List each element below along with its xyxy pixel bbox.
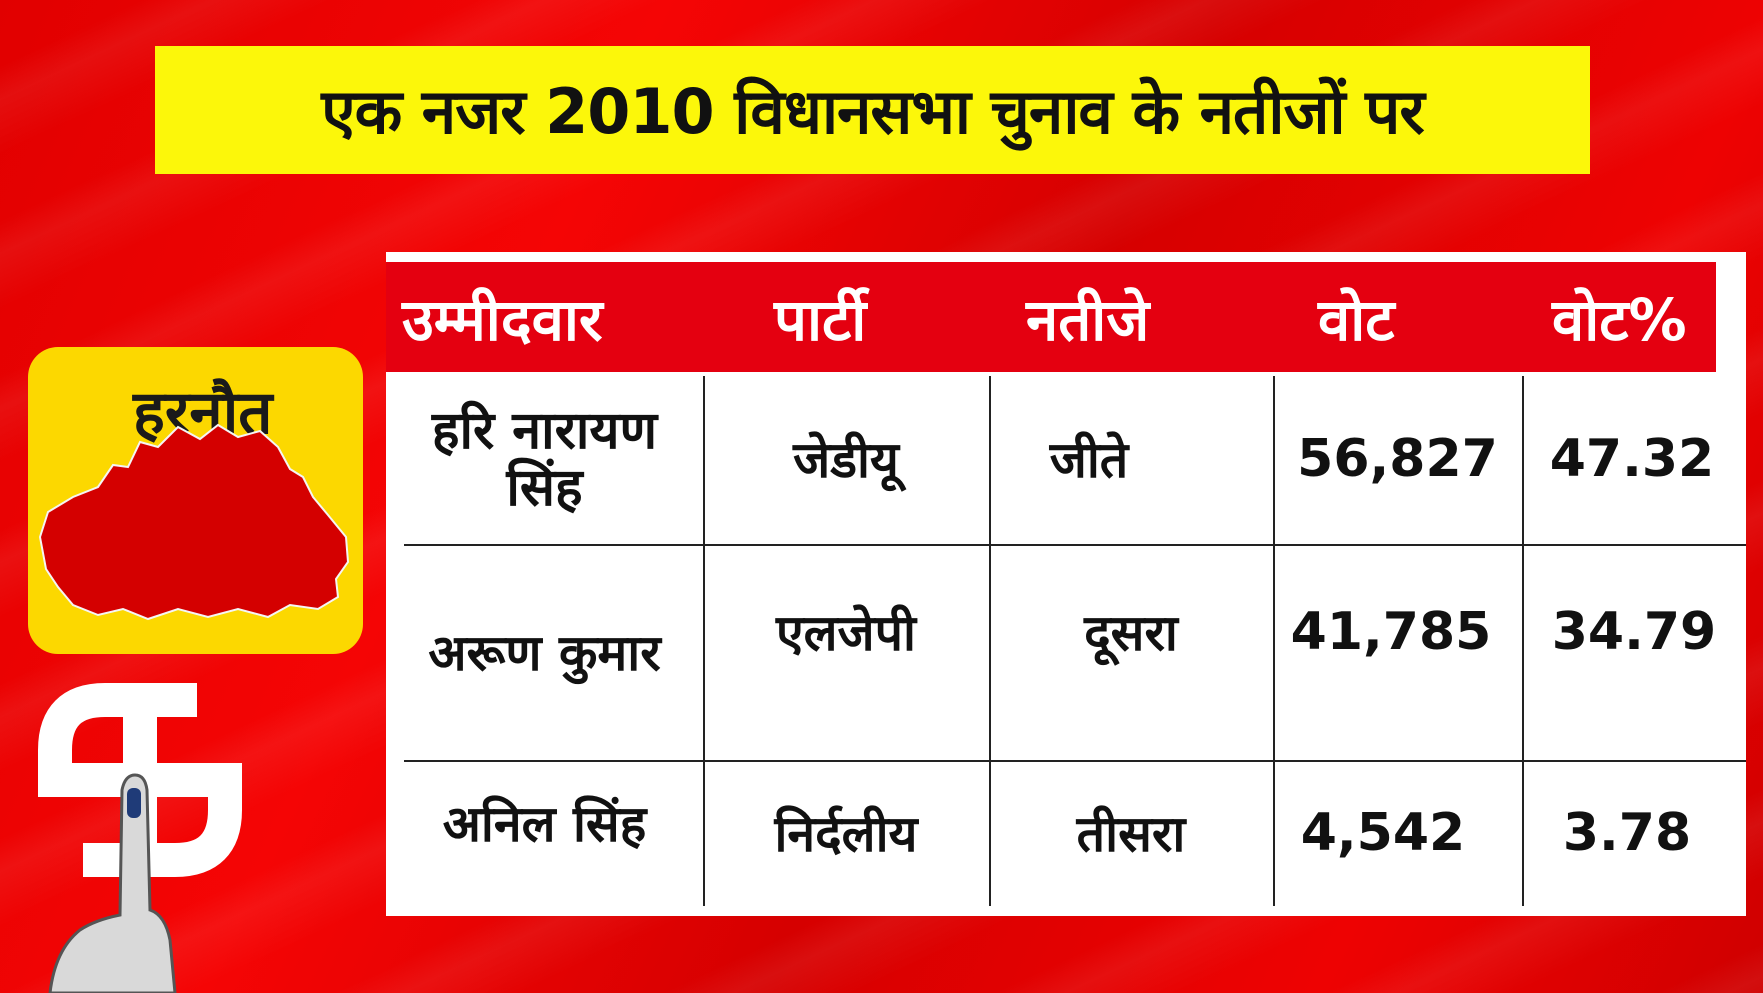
- header-candidate: उम्मीदवार: [402, 285, 603, 354]
- cell-vote-percent: 3.78: [1562, 803, 1692, 864]
- grid-divider: [404, 544, 1746, 546]
- cell-votes: 41,785: [1290, 602, 1492, 663]
- grid-divider: [1273, 376, 1275, 906]
- grid-divider: [703, 376, 705, 906]
- cell-party: निर्दलीय: [774, 804, 918, 863]
- grid-divider: [1522, 376, 1524, 906]
- map-shape: [38, 423, 350, 621]
- cell-result: दूसरा: [1084, 603, 1178, 662]
- cell-candidate: हरि नारायण सिंह: [431, 400, 658, 518]
- cell-vote-percent: 47.32: [1549, 429, 1715, 490]
- cell-candidate: अनिल सिंह: [442, 794, 647, 853]
- cell-result: जीते: [1049, 430, 1129, 489]
- constituency-map-icon: [38, 423, 350, 621]
- inked-finger-icon: [48, 773, 177, 993]
- grid-divider: [404, 760, 1746, 762]
- header-votes: वोट: [1318, 285, 1395, 354]
- cell-party: जेडीयू: [793, 430, 899, 489]
- header-vote-percent: वोट%: [1552, 285, 1687, 354]
- cell-candidate: अरूण कुमार: [428, 623, 661, 682]
- header-result: नतीजे: [1026, 285, 1150, 354]
- constituency-card: हरनौत: [28, 347, 363, 654]
- cell-votes: 4,542: [1300, 803, 1466, 864]
- header-party: पार्टी: [774, 285, 867, 354]
- results-table: उम्मीदवार पार्टी नतीजे वोट वोट% हरि नारा…: [386, 252, 1746, 916]
- grid-divider: [989, 376, 991, 906]
- cell-party: एलजेपी: [776, 603, 916, 662]
- page-title: एक नजर 2010 विधानसभा चुनाव के नतीजों पर: [321, 75, 1424, 148]
- election-symbol-icon: [38, 683, 242, 993]
- cell-vote-percent: 34.79: [1551, 602, 1717, 663]
- title-banner: एक नजर 2010 विधानसभा चुनाव के नतीजों पर: [155, 46, 1590, 174]
- cell-result: तीसरा: [1076, 804, 1186, 863]
- table-header-row: [386, 262, 1716, 372]
- cell-votes: 56,827: [1297, 429, 1498, 490]
